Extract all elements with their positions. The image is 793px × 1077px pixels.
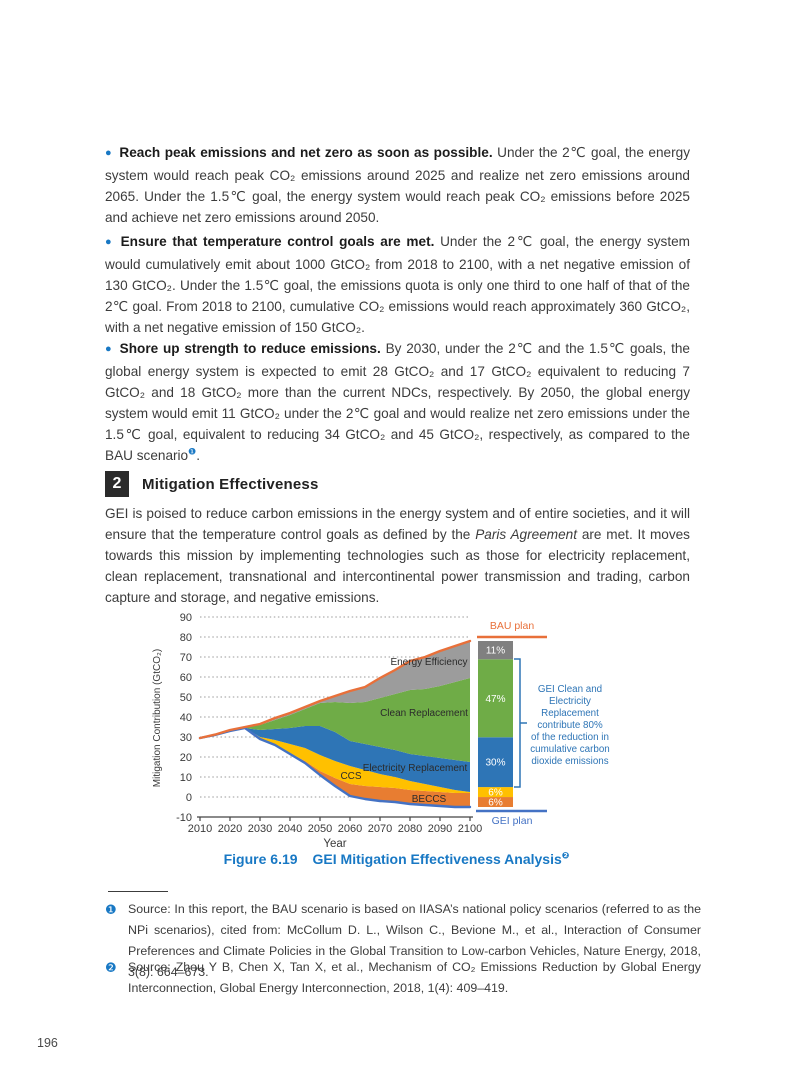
svg-text:Electricity Replacement: Electricity Replacement <box>363 763 468 774</box>
svg-text:GEI Clean and: GEI Clean and <box>538 684 602 695</box>
svg-text:of the reduction in: of the reduction in <box>531 732 609 743</box>
figure-title: GEI Mitigation Effectiveness Analysis <box>312 851 562 867</box>
bullet-paragraph-3: ● Shore up strength to reduce emissions. … <box>105 338 690 466</box>
intro-text: GEI is poised to reduce carbon emissions… <box>105 506 690 542</box>
svg-text:6%: 6% <box>488 798 503 809</box>
svg-text:2080: 2080 <box>398 823 422 835</box>
bullet-text: Under the 2℃ goal, the energy system wou… <box>105 234 690 335</box>
svg-text:Year: Year <box>323 838 346 850</box>
page-number: 196 <box>37 1036 58 1050</box>
bullet-text: By 2030, under the 2℃ and the 1.5℃ goals… <box>105 341 690 463</box>
bullet-icon: ● <box>105 343 113 355</box>
bullet-icon: ● <box>105 147 113 159</box>
footnote-text: Source: In this report, the BAU scenario… <box>128 902 701 979</box>
svg-text:Replacement: Replacement <box>541 708 599 719</box>
footnote-ref-1: ❶ <box>188 446 197 457</box>
svg-text:-10: -10 <box>176 812 192 824</box>
svg-text:0: 0 <box>186 792 192 804</box>
svg-text:50: 50 <box>180 692 192 704</box>
figure-caption: Figure 6.19 GEI Mitigation Effectiveness … <box>0 851 793 867</box>
svg-text:cumulative carbon: cumulative carbon <box>530 744 610 755</box>
figure-label: Figure 6.19 <box>223 851 298 867</box>
svg-text:BAU plan: BAU plan <box>490 620 535 632</box>
footnote-ref-2: ❷ <box>561 850 570 861</box>
svg-text:2060: 2060 <box>338 823 362 835</box>
bullet-icon: ● <box>105 236 114 248</box>
svg-text:2010: 2010 <box>188 823 212 835</box>
intro-text-end: are met. It moves towards this mission b… <box>105 527 690 605</box>
svg-text:10: 10 <box>180 772 192 784</box>
footnote-divider <box>108 891 168 892</box>
intro-italic: Paris Agreement <box>475 527 577 542</box>
svg-text:90: 90 <box>180 612 192 624</box>
svg-text:GEI plan: GEI plan <box>492 815 533 827</box>
svg-text:60: 60 <box>180 672 192 684</box>
svg-text:Mitigation Contribution (GtCO₂: Mitigation Contribution (GtCO₂) <box>152 649 163 787</box>
svg-text:2020: 2020 <box>218 823 242 835</box>
intro-paragraph: GEI is poised to reduce carbon emissions… <box>105 503 690 608</box>
svg-text:30%: 30% <box>485 758 505 769</box>
footnote-1: ❶ Source: In this report, the BAU scenari… <box>105 899 701 983</box>
svg-text:2040: 2040 <box>278 823 302 835</box>
svg-text:2100: 2100 <box>458 823 482 835</box>
svg-text:BECCS: BECCS <box>412 794 447 805</box>
svg-text:dioxide emissions: dioxide emissions <box>531 756 608 767</box>
svg-text:2030: 2030 <box>248 823 272 835</box>
footnote-marker-2: ❷ <box>105 960 117 975</box>
bullet-paragraph-2: ● Ensure that temperature control goals a… <box>105 231 690 338</box>
footnote-2: ❷ Source: Zhou Y B, Chen X, Tan X, et al.… <box>105 957 701 999</box>
section-header: 2 Mitigation Effectiveness <box>105 471 319 497</box>
footnote-marker-1: ❶ <box>105 902 117 917</box>
svg-text:30: 30 <box>180 732 192 744</box>
bullet-lead: Ensure that temperature control goals ar… <box>120 234 435 249</box>
svg-text:6%: 6% <box>488 788 503 799</box>
svg-text:2070: 2070 <box>368 823 392 835</box>
svg-text:Electricity: Electricity <box>549 696 591 707</box>
svg-text:20: 20 <box>180 752 192 764</box>
bullet-lead: Shore up strength to reduce emissions. <box>119 341 381 356</box>
svg-text:70: 70 <box>180 652 192 664</box>
svg-text:CCS: CCS <box>340 771 361 782</box>
svg-text:40: 40 <box>180 712 192 724</box>
svg-text:47%: 47% <box>485 694 505 705</box>
svg-text:Clean Replacement: Clean Replacement <box>380 708 468 719</box>
bullet-paragraph-1: ● Reach peak emissions and net zero as so… <box>105 142 690 228</box>
bullet-text-end: . <box>196 448 200 463</box>
svg-text:2090: 2090 <box>428 823 452 835</box>
section-number-badge: 2 <box>105 471 129 497</box>
footnote-text: Source: Zhou Y B, Chen X, Tan X, et al.,… <box>128 960 701 995</box>
svg-text:contribute 80%: contribute 80% <box>537 720 603 731</box>
svg-text:Energy Efficiency: Energy Efficiency <box>390 657 467 668</box>
svg-text:80: 80 <box>180 632 192 644</box>
bullet-lead: Reach peak emissions and net zero as soo… <box>119 145 493 160</box>
svg-text:2050: 2050 <box>308 823 332 835</box>
section-title: Mitigation Effectiveness <box>142 475 319 493</box>
bullet-text: Under the 2℃ goal, the energy system wou… <box>105 145 690 225</box>
svg-text:11%: 11% <box>486 646 505 657</box>
